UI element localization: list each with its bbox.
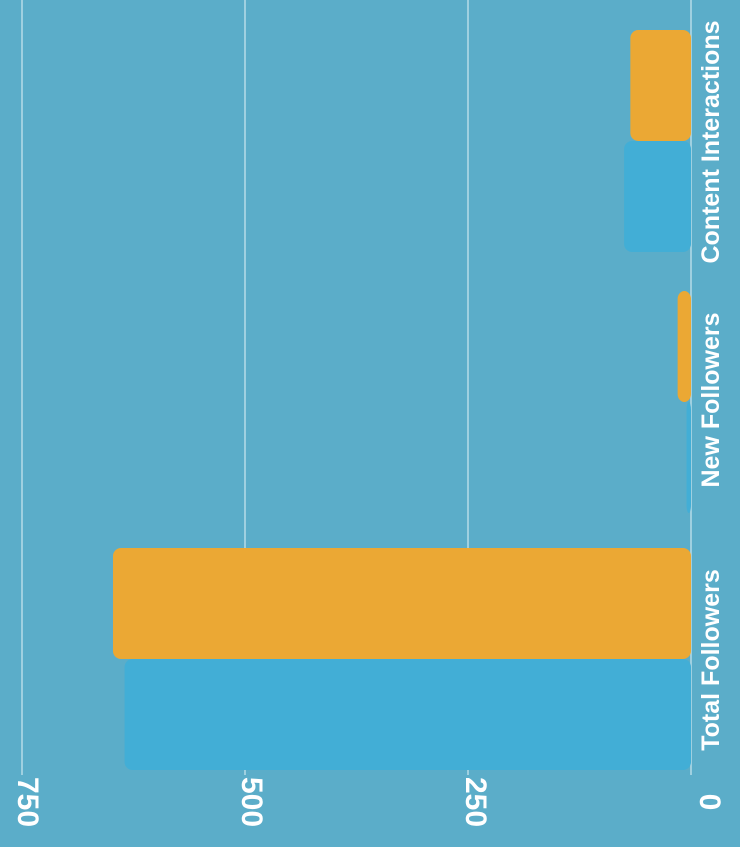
bar-content-interactions-series-1 [624, 141, 691, 252]
bars [112, 30, 691, 770]
bar-content-interactions-series-2 [630, 30, 691, 141]
bar-new-followers-series-2 [677, 291, 691, 402]
value-tick-label-500: 500 [235, 777, 268, 827]
value-tick-label-0: 0 [693, 794, 726, 811]
bar-total-followers-series-2 [112, 548, 691, 659]
bar-total-followers-series-1 [124, 659, 691, 770]
value-tick-label-250: 250 [459, 777, 492, 827]
category-label-new-followers: New Followers [697, 312, 725, 487]
category-label-total-followers: Total Followers [697, 569, 725, 751]
value-tick-label-750: 750 [11, 777, 44, 827]
bar-new-followers-series-1 [686, 402, 691, 513]
category-label-content-interactions: Content Interactions [697, 20, 725, 263]
